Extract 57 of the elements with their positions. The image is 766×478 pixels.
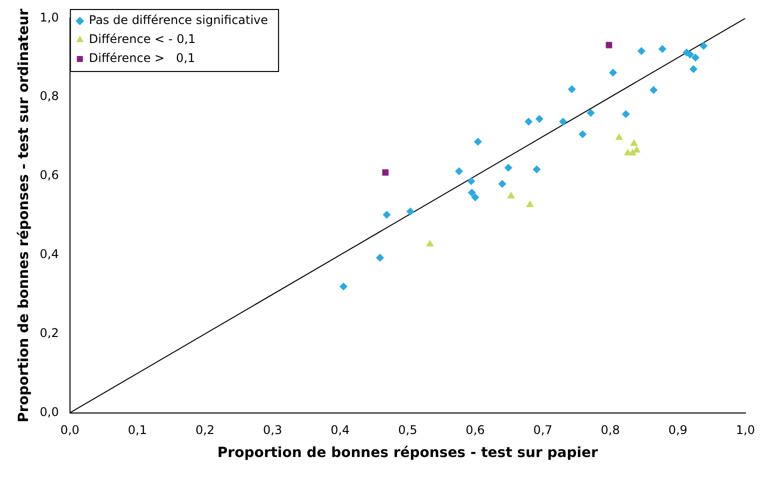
point <box>637 46 646 55</box>
point <box>339 282 348 291</box>
legend-label: Différence > 0,1 <box>88 51 196 66</box>
point <box>507 192 515 198</box>
point <box>406 208 414 216</box>
x-tick-label: 0,7 <box>533 423 552 438</box>
point <box>535 114 544 123</box>
x-tick-label: 0,9 <box>668 423 688 438</box>
point <box>376 254 384 262</box>
point <box>650 86 658 94</box>
x-tick-label: 0,4 <box>330 423 350 438</box>
point <box>686 50 694 59</box>
y-tick-label: 0,2 <box>40 326 59 340</box>
x-tick-label: 0,0 <box>60 423 80 438</box>
legend-label: Différence < - 0,1 <box>88 32 196 46</box>
point <box>426 240 434 247</box>
point <box>630 139 638 146</box>
x-tick-label: 0,8 <box>600 423 620 438</box>
point <box>526 200 534 208</box>
point <box>691 54 700 62</box>
point <box>658 44 666 53</box>
point <box>615 133 624 140</box>
point <box>586 108 595 117</box>
y-tick-label: 1,0 <box>40 10 59 24</box>
point <box>468 188 476 197</box>
point <box>700 42 708 50</box>
point <box>382 210 391 219</box>
point <box>578 130 587 138</box>
y-axis-title: Proportion de bonnes réponses - test sur ordinateur <box>16 8 32 422</box>
x-tick-label: 1,0 <box>736 423 756 438</box>
point <box>455 167 464 176</box>
point <box>532 165 541 174</box>
point <box>632 146 641 153</box>
point <box>382 169 389 176</box>
point <box>524 118 533 126</box>
point <box>628 148 637 156</box>
point <box>474 138 482 146</box>
point <box>689 65 698 74</box>
x-tick-label: 0,3 <box>263 423 282 438</box>
point <box>467 177 476 186</box>
x-tick-label: 0,1 <box>128 423 147 438</box>
point <box>471 193 480 202</box>
point <box>609 68 618 77</box>
point <box>559 118 568 126</box>
x-tick-label: 0,5 <box>398 423 418 438</box>
x-axis-title: Proportion de bonnes réponses - test sur papier <box>217 445 598 462</box>
y-tick-label: 0,6 <box>40 168 59 182</box>
x-tick-label: 0,6 <box>466 423 485 438</box>
point <box>622 110 630 118</box>
y-tick-label: 0,4 <box>40 247 59 262</box>
x-tick-label: 0,2 <box>195 423 215 438</box>
point <box>498 180 506 188</box>
y-tick-label: 0,8 <box>40 89 59 104</box>
legend-label: Pas de différence significative <box>88 13 268 28</box>
point <box>504 164 512 172</box>
point <box>568 85 576 94</box>
y-tick-label: 0,0 <box>40 404 59 419</box>
